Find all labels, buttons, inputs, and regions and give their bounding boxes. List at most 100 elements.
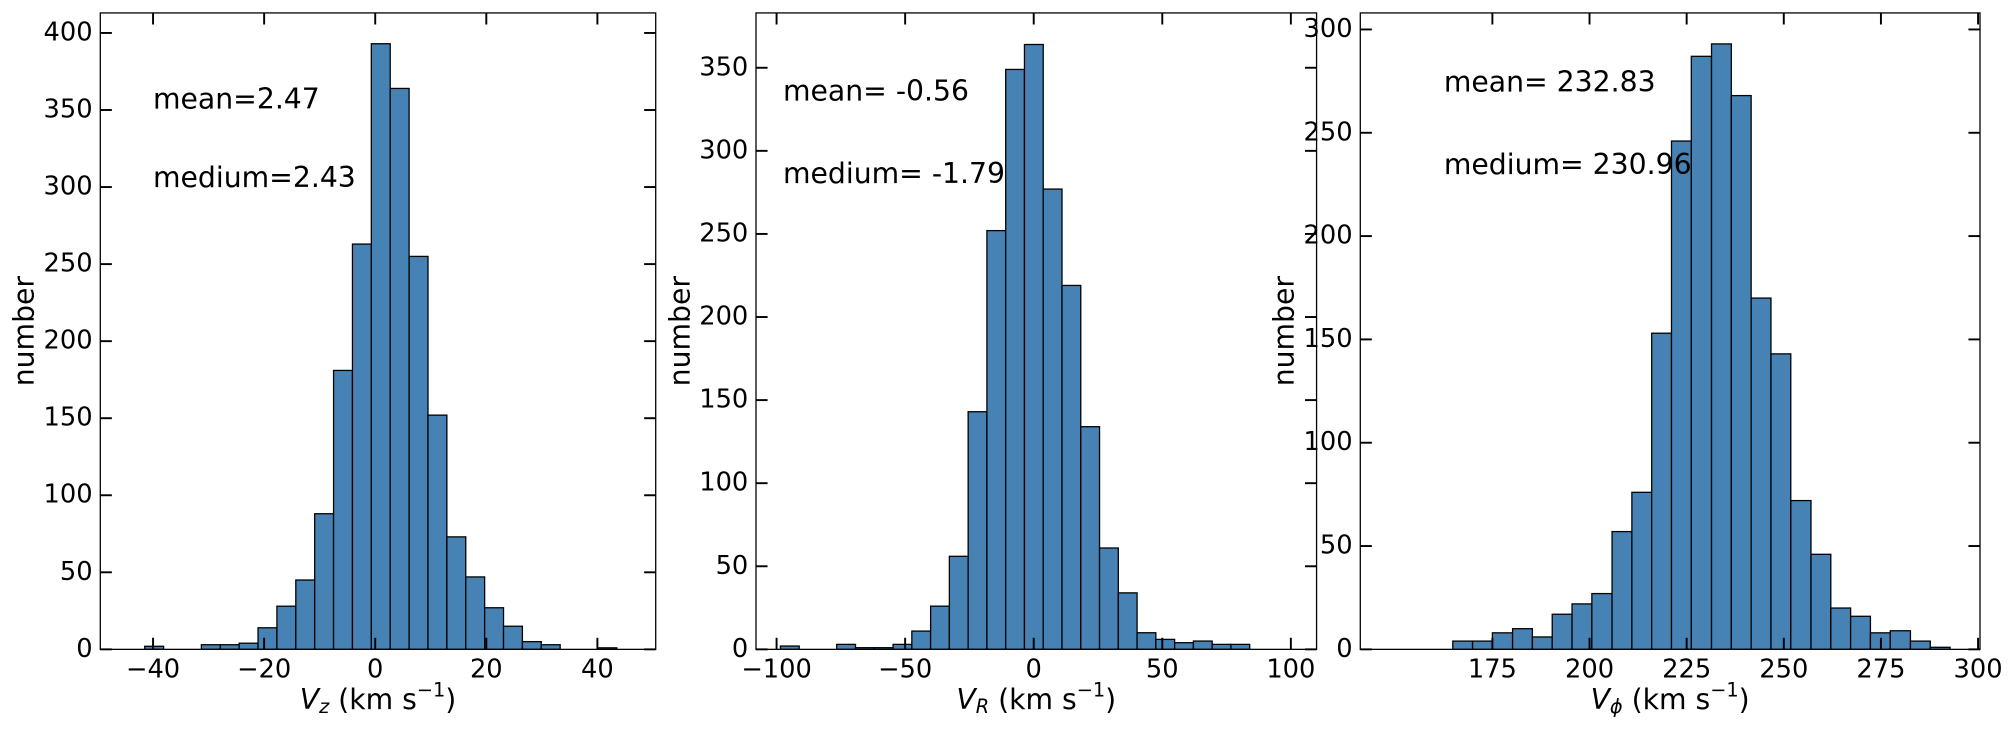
bar bbox=[351, 243, 372, 651]
y-tick-label: 200 bbox=[1304, 221, 1353, 251]
bar bbox=[1730, 94, 1752, 651]
bar bbox=[483, 607, 505, 650]
bar bbox=[502, 625, 524, 650]
y-tick-label: 50 bbox=[60, 557, 93, 587]
bar bbox=[1230, 643, 1251, 650]
bar bbox=[1531, 636, 1553, 651]
y-axis-label: number bbox=[8, 276, 41, 387]
bar bbox=[540, 644, 561, 650]
bar bbox=[1670, 140, 1692, 651]
y-tick-label: 150 bbox=[1304, 324, 1353, 354]
y-axis-label: number bbox=[663, 276, 696, 387]
bar bbox=[1080, 426, 1101, 651]
annotation: mean= 232.83 bbox=[1444, 66, 1656, 99]
bar bbox=[1511, 628, 1534, 650]
x-axis-label-part: −1 bbox=[417, 678, 445, 701]
y-tick-label: 50 bbox=[1320, 531, 1353, 561]
x-tick-label: −100 bbox=[741, 654, 812, 684]
x-axis-label-part: V bbox=[1591, 683, 1612, 716]
bar bbox=[1690, 55, 1713, 650]
x-tick-label: 100 bbox=[1266, 654, 1315, 684]
x-axis-label: VR (km s−1) bbox=[956, 678, 1116, 718]
x-axis-label: Vz (km s−1) bbox=[300, 678, 457, 718]
x-tick-label: 300 bbox=[1954, 654, 2003, 684]
bar bbox=[465, 576, 486, 650]
x-tick-label: 250 bbox=[1759, 654, 1808, 684]
annotation: medium= -1.79 bbox=[783, 157, 1005, 190]
bar bbox=[1651, 332, 1673, 650]
y-tick-label: 0 bbox=[732, 634, 748, 664]
y-tick-label: 100 bbox=[44, 480, 93, 510]
x-tick-label: 20 bbox=[470, 654, 503, 684]
x-axis-label-part: −1 bbox=[1077, 678, 1105, 701]
x-axis-label-part: (km s bbox=[989, 683, 1077, 716]
y-tick-label: 0 bbox=[76, 634, 92, 664]
y-tick-label: 200 bbox=[44, 326, 93, 356]
x-tick-label: −40 bbox=[126, 654, 180, 684]
bar bbox=[427, 414, 448, 651]
x-axis-label-part: V bbox=[300, 683, 321, 716]
y-tick-label: 50 bbox=[716, 551, 749, 581]
bar bbox=[986, 229, 1007, 650]
bar bbox=[1830, 607, 1852, 651]
bar bbox=[911, 630, 932, 651]
bar bbox=[200, 644, 221, 650]
bar bbox=[257, 627, 278, 650]
axes-frame bbox=[99, 12, 657, 650]
x-axis-label-part: ) bbox=[1739, 683, 1750, 716]
bar bbox=[408, 255, 429, 650]
x-tick-label: 50 bbox=[1146, 654, 1179, 684]
bar bbox=[1591, 592, 1613, 651]
axes-frame bbox=[1359, 12, 1981, 650]
y-tick-label: 250 bbox=[1304, 117, 1353, 147]
annotation: medium= 230.96 bbox=[1444, 148, 1692, 181]
x-tick-label: 200 bbox=[1565, 654, 1614, 684]
y-tick-label: 150 bbox=[699, 385, 748, 415]
bar bbox=[1471, 640, 1494, 651]
x-tick-label: 225 bbox=[1662, 654, 1711, 684]
bar bbox=[892, 643, 913, 650]
bar bbox=[1098, 547, 1119, 650]
bar bbox=[1710, 43, 1732, 650]
y-tick-label: 250 bbox=[699, 218, 748, 248]
x-tick-label: 175 bbox=[1468, 654, 1517, 684]
bar bbox=[332, 369, 354, 650]
y-tick-label: 400 bbox=[44, 17, 93, 47]
bar bbox=[1452, 640, 1474, 651]
x-axis-label: Vϕ (km s−1) bbox=[1591, 678, 1750, 718]
bar bbox=[389, 87, 410, 650]
y-tick-label: 0 bbox=[1336, 634, 1352, 664]
x-axis-label-part: V bbox=[956, 683, 977, 716]
y-tick-label: 100 bbox=[699, 468, 748, 498]
bar bbox=[521, 641, 542, 650]
bar bbox=[295, 579, 316, 650]
bar bbox=[1155, 638, 1176, 650]
x-axis-label-part: (km s bbox=[1623, 683, 1711, 716]
bar bbox=[1192, 640, 1213, 651]
bar bbox=[446, 536, 467, 650]
x-axis-label-part: (km s bbox=[329, 683, 417, 716]
bar bbox=[1551, 613, 1573, 650]
bar bbox=[314, 513, 335, 650]
x-axis-label-part: −1 bbox=[1710, 678, 1738, 701]
y-tick-label: 200 bbox=[699, 302, 748, 332]
y-tick-label: 350 bbox=[699, 52, 748, 82]
bar bbox=[1790, 499, 1812, 650]
x-axis-label-part: ) bbox=[445, 683, 456, 716]
y-tick-label: 250 bbox=[44, 249, 93, 279]
bar bbox=[1611, 530, 1633, 650]
y-tick-label: 150 bbox=[44, 403, 93, 433]
bar bbox=[1173, 642, 1195, 651]
x-tick-label: −20 bbox=[237, 654, 291, 684]
bar bbox=[1023, 43, 1044, 651]
bar bbox=[1136, 632, 1157, 650]
annotation: mean=2.47 bbox=[153, 82, 320, 115]
annotation: medium=2.43 bbox=[153, 161, 356, 194]
bar bbox=[1770, 353, 1792, 650]
x-axis-label-part: ) bbox=[1105, 683, 1116, 716]
x-axis-label-part: ϕ bbox=[1610, 695, 1623, 718]
x-tick-label: 275 bbox=[1856, 654, 1905, 684]
bar bbox=[1810, 553, 1832, 651]
panel: 175 200 225 250 275 300 0 50 100 150 200 250 300 mean… bbox=[1268, 12, 2003, 718]
